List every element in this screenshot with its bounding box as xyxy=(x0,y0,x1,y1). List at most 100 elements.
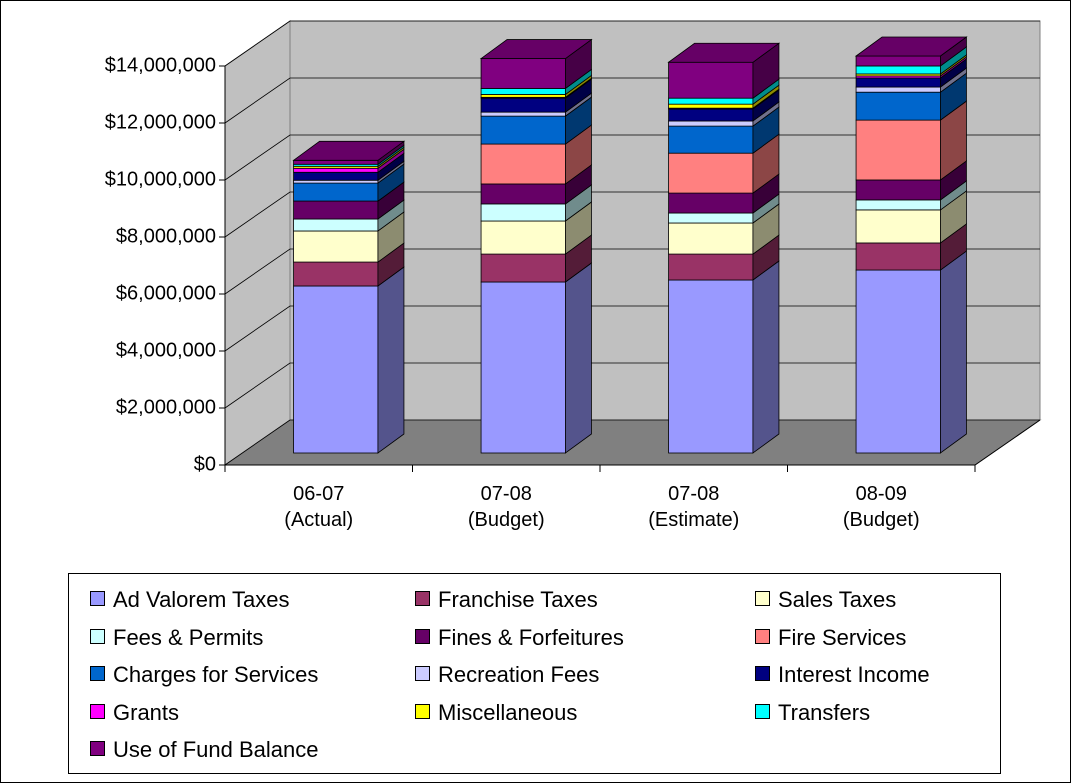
bar-segment xyxy=(293,182,379,202)
bar-segment xyxy=(855,209,941,244)
legend-swatch xyxy=(90,703,105,719)
bar-segment xyxy=(668,97,754,105)
x-tick-label: 08-09 (Budget) xyxy=(842,483,920,531)
bar-top xyxy=(854,36,968,57)
bar-segment xyxy=(293,285,379,454)
legend-swatch xyxy=(90,741,105,756)
bar-segment xyxy=(855,77,941,88)
bar-segment xyxy=(855,86,941,93)
legend-label: Interest Income xyxy=(778,662,930,687)
legend-swatch xyxy=(415,591,430,606)
legend-label: Fines & Forfeitures xyxy=(438,624,624,650)
bar-segment xyxy=(668,152,754,194)
legend-item: Sales Taxes xyxy=(755,588,896,612)
bar-segment xyxy=(480,220,566,255)
legend-label: Fire Services xyxy=(778,624,907,650)
bar-segment xyxy=(293,171,379,181)
bar-segment xyxy=(668,192,754,214)
bar-segment xyxy=(293,218,379,232)
bar-segment xyxy=(668,108,754,122)
legend-item: Charges for Services xyxy=(90,663,318,687)
bar-segment xyxy=(668,222,754,255)
legend-label: Use of Fund Balance xyxy=(113,737,319,762)
bar-segment xyxy=(855,242,941,271)
legend-label: Franchise Taxes xyxy=(438,587,598,612)
bar-segment xyxy=(855,65,941,75)
y-tick-label: $14,000,000 xyxy=(105,54,216,76)
legend-swatch xyxy=(755,703,770,719)
grid-line xyxy=(224,419,1040,466)
y-tick-label: $2,000,000 xyxy=(116,396,216,418)
legend-item: Transfers xyxy=(755,699,871,725)
bar-segment xyxy=(293,230,379,263)
bar-segment xyxy=(480,281,566,454)
bar-segment xyxy=(293,159,379,165)
bar-segment xyxy=(480,111,566,117)
legend-swatch xyxy=(90,628,105,644)
bar-segment xyxy=(480,115,566,145)
bar-segment xyxy=(480,97,566,113)
legend-item: Fire Services xyxy=(755,624,907,650)
legend-label: Ad Valorem Taxes xyxy=(113,587,290,612)
bar-segment-side xyxy=(377,266,405,454)
legend-label: Charges for Services xyxy=(113,662,319,687)
legend-swatch xyxy=(415,703,430,719)
bar-segment xyxy=(668,61,754,99)
legend-item: Fees & Permits xyxy=(90,624,264,650)
legend-item: Grants xyxy=(90,699,180,725)
legend-swatch xyxy=(755,591,770,606)
bar-segment xyxy=(293,167,379,173)
grid-line xyxy=(224,134,1040,181)
bar-segment xyxy=(668,120,754,127)
y-tick-label: $8,000,000 xyxy=(116,225,216,247)
legend-label: Transfers xyxy=(778,699,871,725)
grid-line xyxy=(224,77,1040,124)
bar-segment xyxy=(293,179,379,184)
bar-segment xyxy=(480,183,566,205)
legend-swatch xyxy=(90,666,105,681)
y-tick-label: $4,000,000 xyxy=(116,339,216,361)
legend-label: Sales Taxes xyxy=(778,587,897,612)
bar-segment xyxy=(480,143,566,185)
bar-segment xyxy=(480,253,566,283)
bar-segment-side xyxy=(565,262,592,454)
y-tick-label: $10,000,000 xyxy=(105,168,216,190)
bar-segment xyxy=(855,55,941,67)
bar-segment xyxy=(855,179,941,201)
bar-segment xyxy=(480,203,566,222)
legend-swatch xyxy=(90,591,105,606)
y-tick-label: $12,000,000 xyxy=(105,111,216,133)
bar-segment xyxy=(855,91,941,121)
grid-line xyxy=(224,20,1040,67)
legend-label: Grants xyxy=(113,699,180,725)
grid-line xyxy=(224,305,1040,352)
bar-segment xyxy=(668,125,754,154)
grid-line xyxy=(224,191,1040,238)
legend-swatch xyxy=(415,666,430,681)
legend-item: Miscellaneous xyxy=(415,699,578,725)
bar-segment xyxy=(668,253,754,281)
bar-segment xyxy=(480,94,566,98)
bar-top xyxy=(292,140,406,161)
legend-item: Use of Fund Balance xyxy=(90,738,318,762)
bar-segment xyxy=(668,212,754,224)
x-tick-label: 07-08 (Budget) xyxy=(467,483,545,531)
bar-segment xyxy=(855,269,941,454)
bar-segment-side xyxy=(752,260,780,454)
legend-item: Interest Income xyxy=(755,663,930,687)
bar-segment xyxy=(855,119,941,181)
legend-item: Fines & Forfeitures xyxy=(415,624,624,650)
legend-label: Fees & Permits xyxy=(113,624,264,650)
bar-top xyxy=(479,39,593,59)
bar-segment xyxy=(293,261,379,287)
side-wall xyxy=(224,20,291,466)
bar-segment xyxy=(668,103,754,109)
legend-label: Miscellaneous xyxy=(438,699,578,725)
bar-segment xyxy=(855,199,941,211)
bar-segment-side xyxy=(940,250,967,454)
legend-swatch xyxy=(755,666,770,681)
legend-item: Franchise Taxes xyxy=(415,588,598,612)
grid-line xyxy=(224,248,1040,295)
